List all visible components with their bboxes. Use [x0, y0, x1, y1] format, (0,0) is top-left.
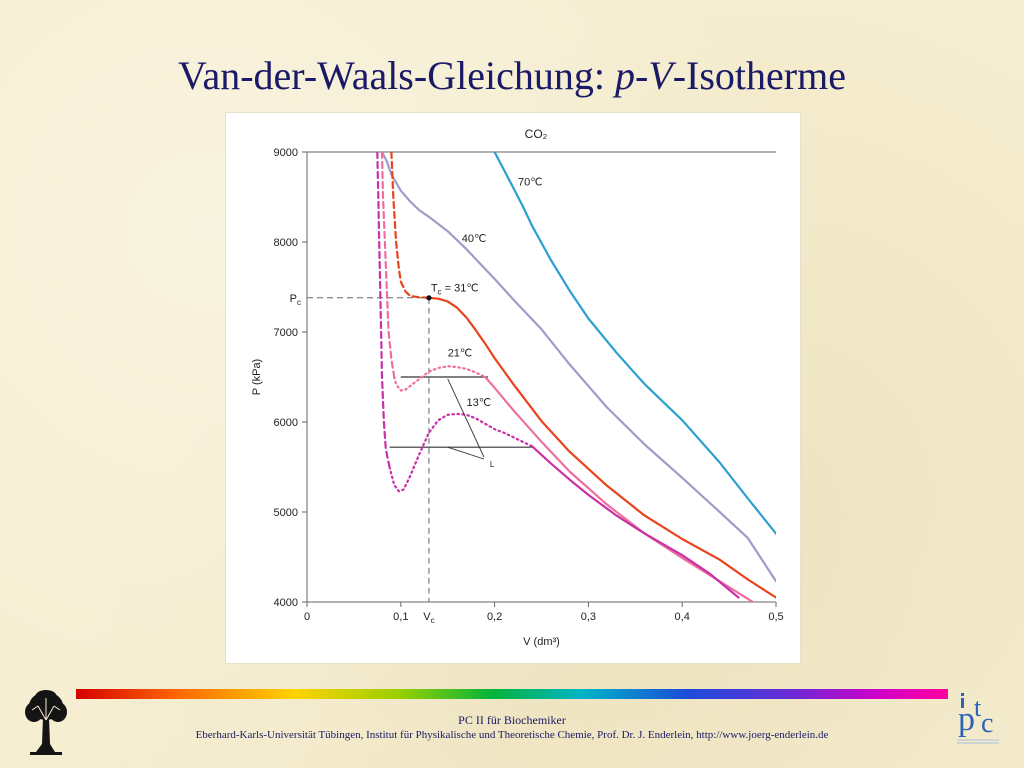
slide-title: Van-der-Waals-Gleichung: p-V-Isotherme [0, 52, 1024, 100]
title-suffix: -Isotherme [672, 53, 846, 98]
annotation-sub: c [438, 288, 442, 297]
svg-text:p: p [958, 701, 975, 738]
y-tick-label: 5000 [274, 507, 298, 519]
isotherm-13-solid [531, 445, 740, 599]
isotherm-13-dotted [388, 412, 534, 493]
svg-text:t: t [974, 693, 982, 722]
isotherm-Tc31-solid [427, 296, 776, 599]
y-tick-label: 8000 [274, 237, 298, 249]
title-prefix: Van-der-Waals-Gleichung: [178, 53, 615, 98]
leader-line-lower [447, 446, 485, 460]
isotherm-13-dashed [376, 152, 391, 469]
annotation-rest: = 31℃ [442, 283, 479, 295]
figure-frame: 0 0,1 0,2 0,3 0,4 0,5 4000 5000 6000 7000 8000 9000… [226, 113, 800, 663]
x-tick-label: 0,5 [768, 611, 783, 623]
title-p: p [614, 53, 635, 98]
y-tick-label: 6000 [274, 417, 298, 429]
chart-title: CO₂ [525, 127, 548, 141]
x-tick-label: 0,4 [675, 611, 690, 623]
svg-text:c: c [981, 708, 993, 739]
y-tick-label: 7000 [274, 327, 298, 339]
isotherm-70-solid [493, 152, 776, 535]
pc-label-sub: c [297, 298, 301, 307]
ipc-logo: p t c [957, 693, 999, 744]
x-tick-label: 0,1 [393, 611, 408, 623]
isotherm-40-solid [380, 152, 776, 583]
isotherm-21-solid [484, 375, 755, 602]
isotherm-21-dotted [393, 365, 487, 392]
leader-line-upper [447, 378, 485, 458]
rainbow-divider [76, 689, 948, 699]
annotation-label: 13℃ [466, 397, 491, 409]
x-axis-label: V (dm³) [523, 636, 560, 648]
annotation-label: 40℃ [462, 233, 487, 245]
vc-label-sub: c [431, 616, 435, 625]
annotation-label: Tc = 31℃ [431, 283, 479, 297]
title-v: V [648, 53, 673, 98]
y-axis-label: P (kPa) [251, 359, 263, 395]
isotherm-chart: 0 0,1 0,2 0,3 0,4 0,5 4000 5000 6000 7000 8000 9000… [251, 127, 784, 648]
pc-label: Pc [290, 293, 301, 307]
y-tick-label: 4000 [274, 597, 298, 609]
x-tick-label: 0,3 [581, 611, 596, 623]
annotation-label: 21℃ [448, 347, 473, 359]
footer-course: PC II für Biochemiker [458, 713, 566, 727]
vc-label: Vc [423, 611, 434, 625]
isotherm-curves [376, 152, 776, 602]
x-tick-label: 0,2 [487, 611, 502, 623]
tree-logo [25, 690, 67, 755]
annotation-label: L [490, 460, 495, 469]
critical-point-marker [426, 295, 432, 301]
title-dash: - [634, 53, 649, 98]
y-tick-label: 9000 [274, 147, 298, 159]
isotherm-21-dashed [380, 152, 396, 379]
footer-institute: Eberhard-Karls-Universität Tübingen, Ins… [195, 729, 829, 741]
annotation-label: 70℃ [518, 176, 543, 188]
isotherm-Tc31-dashed [390, 152, 430, 299]
x-tick-label: 0 [304, 611, 310, 623]
